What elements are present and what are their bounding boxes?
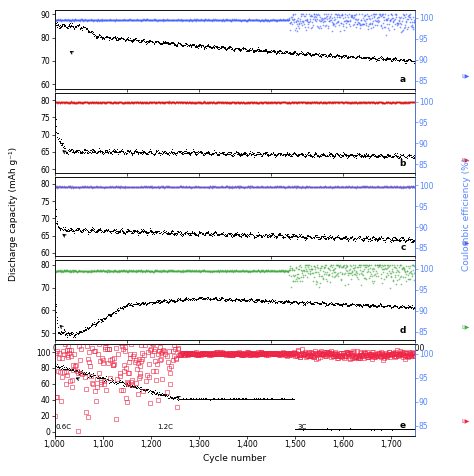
Text: L▶: L▶ [462,324,470,329]
Text: L▶: L▶ [462,418,470,423]
Text: a: a [400,75,406,84]
Text: e: e [400,421,406,430]
Text: d: d [400,326,406,335]
Text: 3C: 3C [297,424,306,430]
Text: 0.6C: 0.6C [56,424,72,430]
Text: b: b [400,159,406,168]
Text: L▶: L▶ [462,157,470,162]
Text: 1.2C: 1.2C [157,424,173,430]
Text: L▶: L▶ [462,73,470,78]
X-axis label: Cycle number: Cycle number [203,454,266,463]
Text: Discharge capacity (mAh g⁻¹): Discharge capacity (mAh g⁻¹) [9,147,18,281]
Text: c: c [401,243,406,251]
Text: L▶: L▶ [462,240,470,246]
Text: Coulombic efficiency (%): Coulombic efficiency (%) [463,158,471,271]
